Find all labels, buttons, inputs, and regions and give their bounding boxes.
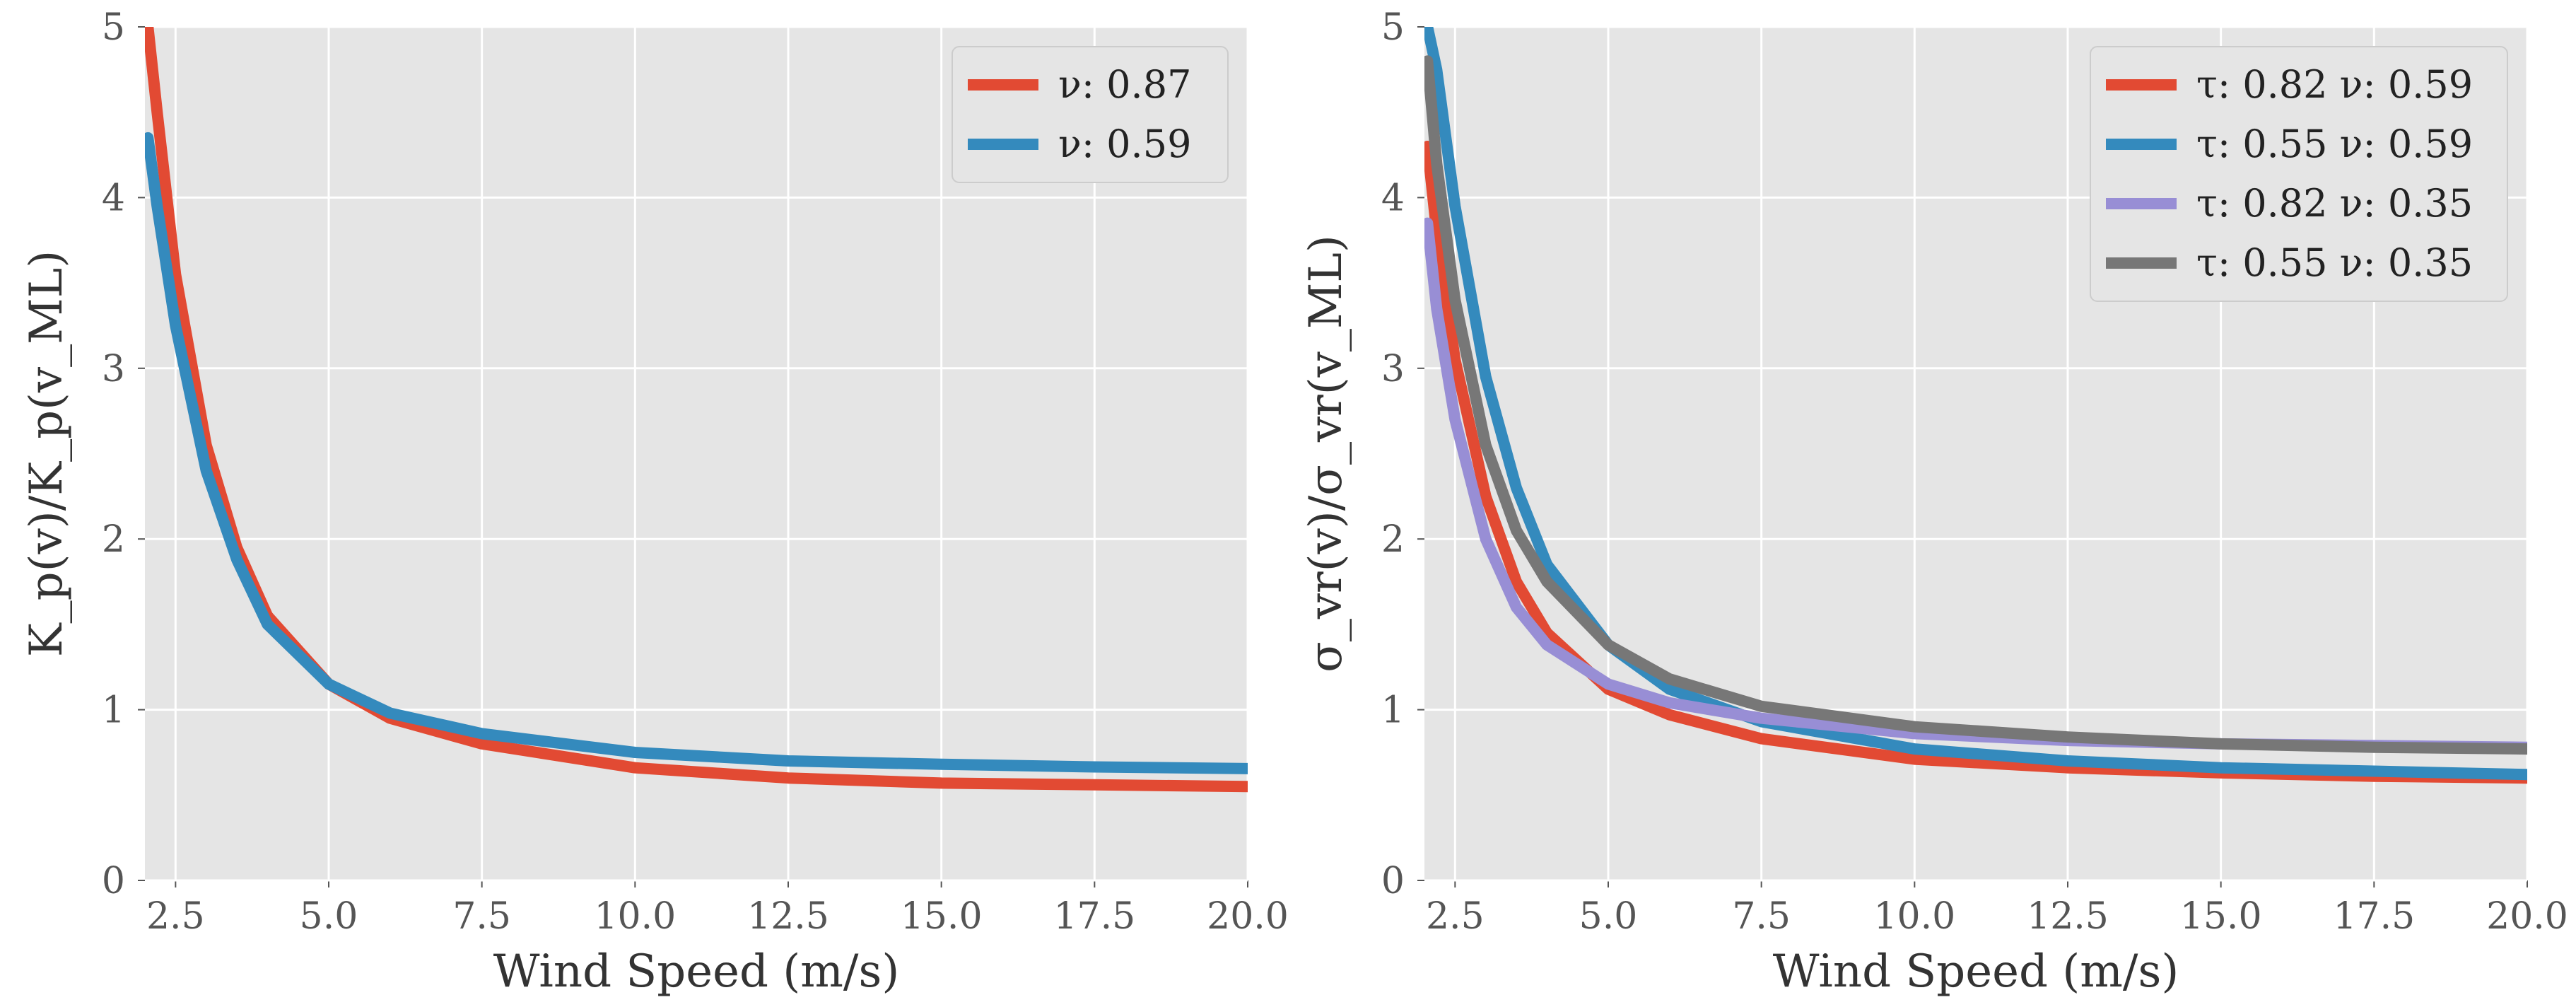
y-tick-label: 0 xyxy=(102,860,125,902)
x-tick-label: 5.0 xyxy=(1579,895,1638,938)
x-tick-label: 12.5 xyxy=(2027,895,2109,938)
x-tick-label: 10.0 xyxy=(1873,895,1955,938)
y-tick-label: 5 xyxy=(1381,6,1405,49)
legend-label-2: τ: 0.55 ν: 0.59 xyxy=(2196,122,2473,166)
legend-label-1: ν: 0.87 xyxy=(1058,62,1191,107)
series-line-4 xyxy=(1424,55,2527,755)
x-tick-label: 2.5 xyxy=(146,895,205,938)
x-tick-label: 7.5 xyxy=(1732,895,1791,938)
x-tick-label: 20.0 xyxy=(2486,895,2568,938)
series-group xyxy=(1424,27,2527,784)
legend-box xyxy=(2090,46,2508,302)
y-tick-label: 1 xyxy=(102,689,125,732)
x-tick-label: 5.0 xyxy=(300,895,358,938)
y-tick-label: 1 xyxy=(1381,689,1405,732)
x-tick-label: 12.5 xyxy=(747,895,829,938)
series-group xyxy=(145,27,1248,793)
x-tick-label: 15.0 xyxy=(901,895,983,938)
x-axis-label: Wind Speed (m/s) xyxy=(1773,945,2179,998)
x-tick-label: 15.0 xyxy=(2180,895,2262,938)
legend-label-2: ν: 0.59 xyxy=(1058,122,1191,166)
chart-left: 2.5 5.0 7.5 10.0 12.5 15.0 17.5 20.0 0 1 2 3 4 5 Wind … xyxy=(21,6,1289,998)
x-tick-label: 7.5 xyxy=(452,895,511,938)
legend-label-1: τ: 0.82 ν: 0.59 xyxy=(2196,62,2473,107)
y-tick-label: 0 xyxy=(1381,860,1405,902)
y-tick-label: 2 xyxy=(102,518,125,561)
x-tick-label: 2.5 xyxy=(1426,895,1485,938)
series-line-2 xyxy=(145,132,1248,774)
legend: τ: 0.82 ν: 0.59 τ: 0.55 ν: 0.59 τ: 0.82 ν:… xyxy=(2090,46,2508,302)
x-tick-label: 17.5 xyxy=(1053,895,1135,938)
y-tick-label: 4 xyxy=(102,177,125,219)
legend-label-4: τ: 0.55 ν: 0.35 xyxy=(2196,240,2473,285)
x-tick-label: 17.5 xyxy=(2333,895,2415,938)
y-axis-label: K_p(v)/K_p(v_ML) xyxy=(21,250,73,657)
x-axis-label: Wind Speed (m/s) xyxy=(493,945,900,998)
y-tick-label: 3 xyxy=(1381,348,1405,390)
y-tick-label: 3 xyxy=(102,348,125,390)
y-tick-label: 5 xyxy=(102,6,125,49)
x-tick-label: 10.0 xyxy=(594,895,676,938)
y-axis-label: σ_vr(v)/σ_vr(v_ML) xyxy=(1300,235,1352,673)
legend-label-3: τ: 0.82 ν: 0.35 xyxy=(2196,181,2473,226)
x-tick-label: 20.0 xyxy=(1207,895,1289,938)
y-tick-label: 4 xyxy=(1381,177,1405,219)
legend: ν: 0.87 ν: 0.59 xyxy=(952,46,1229,183)
y-tick-label: 2 xyxy=(1381,518,1405,561)
chart-right: 2.5 5.0 7.5 10.0 12.5 15.0 17.5 20.0 0 1 2 3 4 5 Wind … xyxy=(1300,6,2568,998)
